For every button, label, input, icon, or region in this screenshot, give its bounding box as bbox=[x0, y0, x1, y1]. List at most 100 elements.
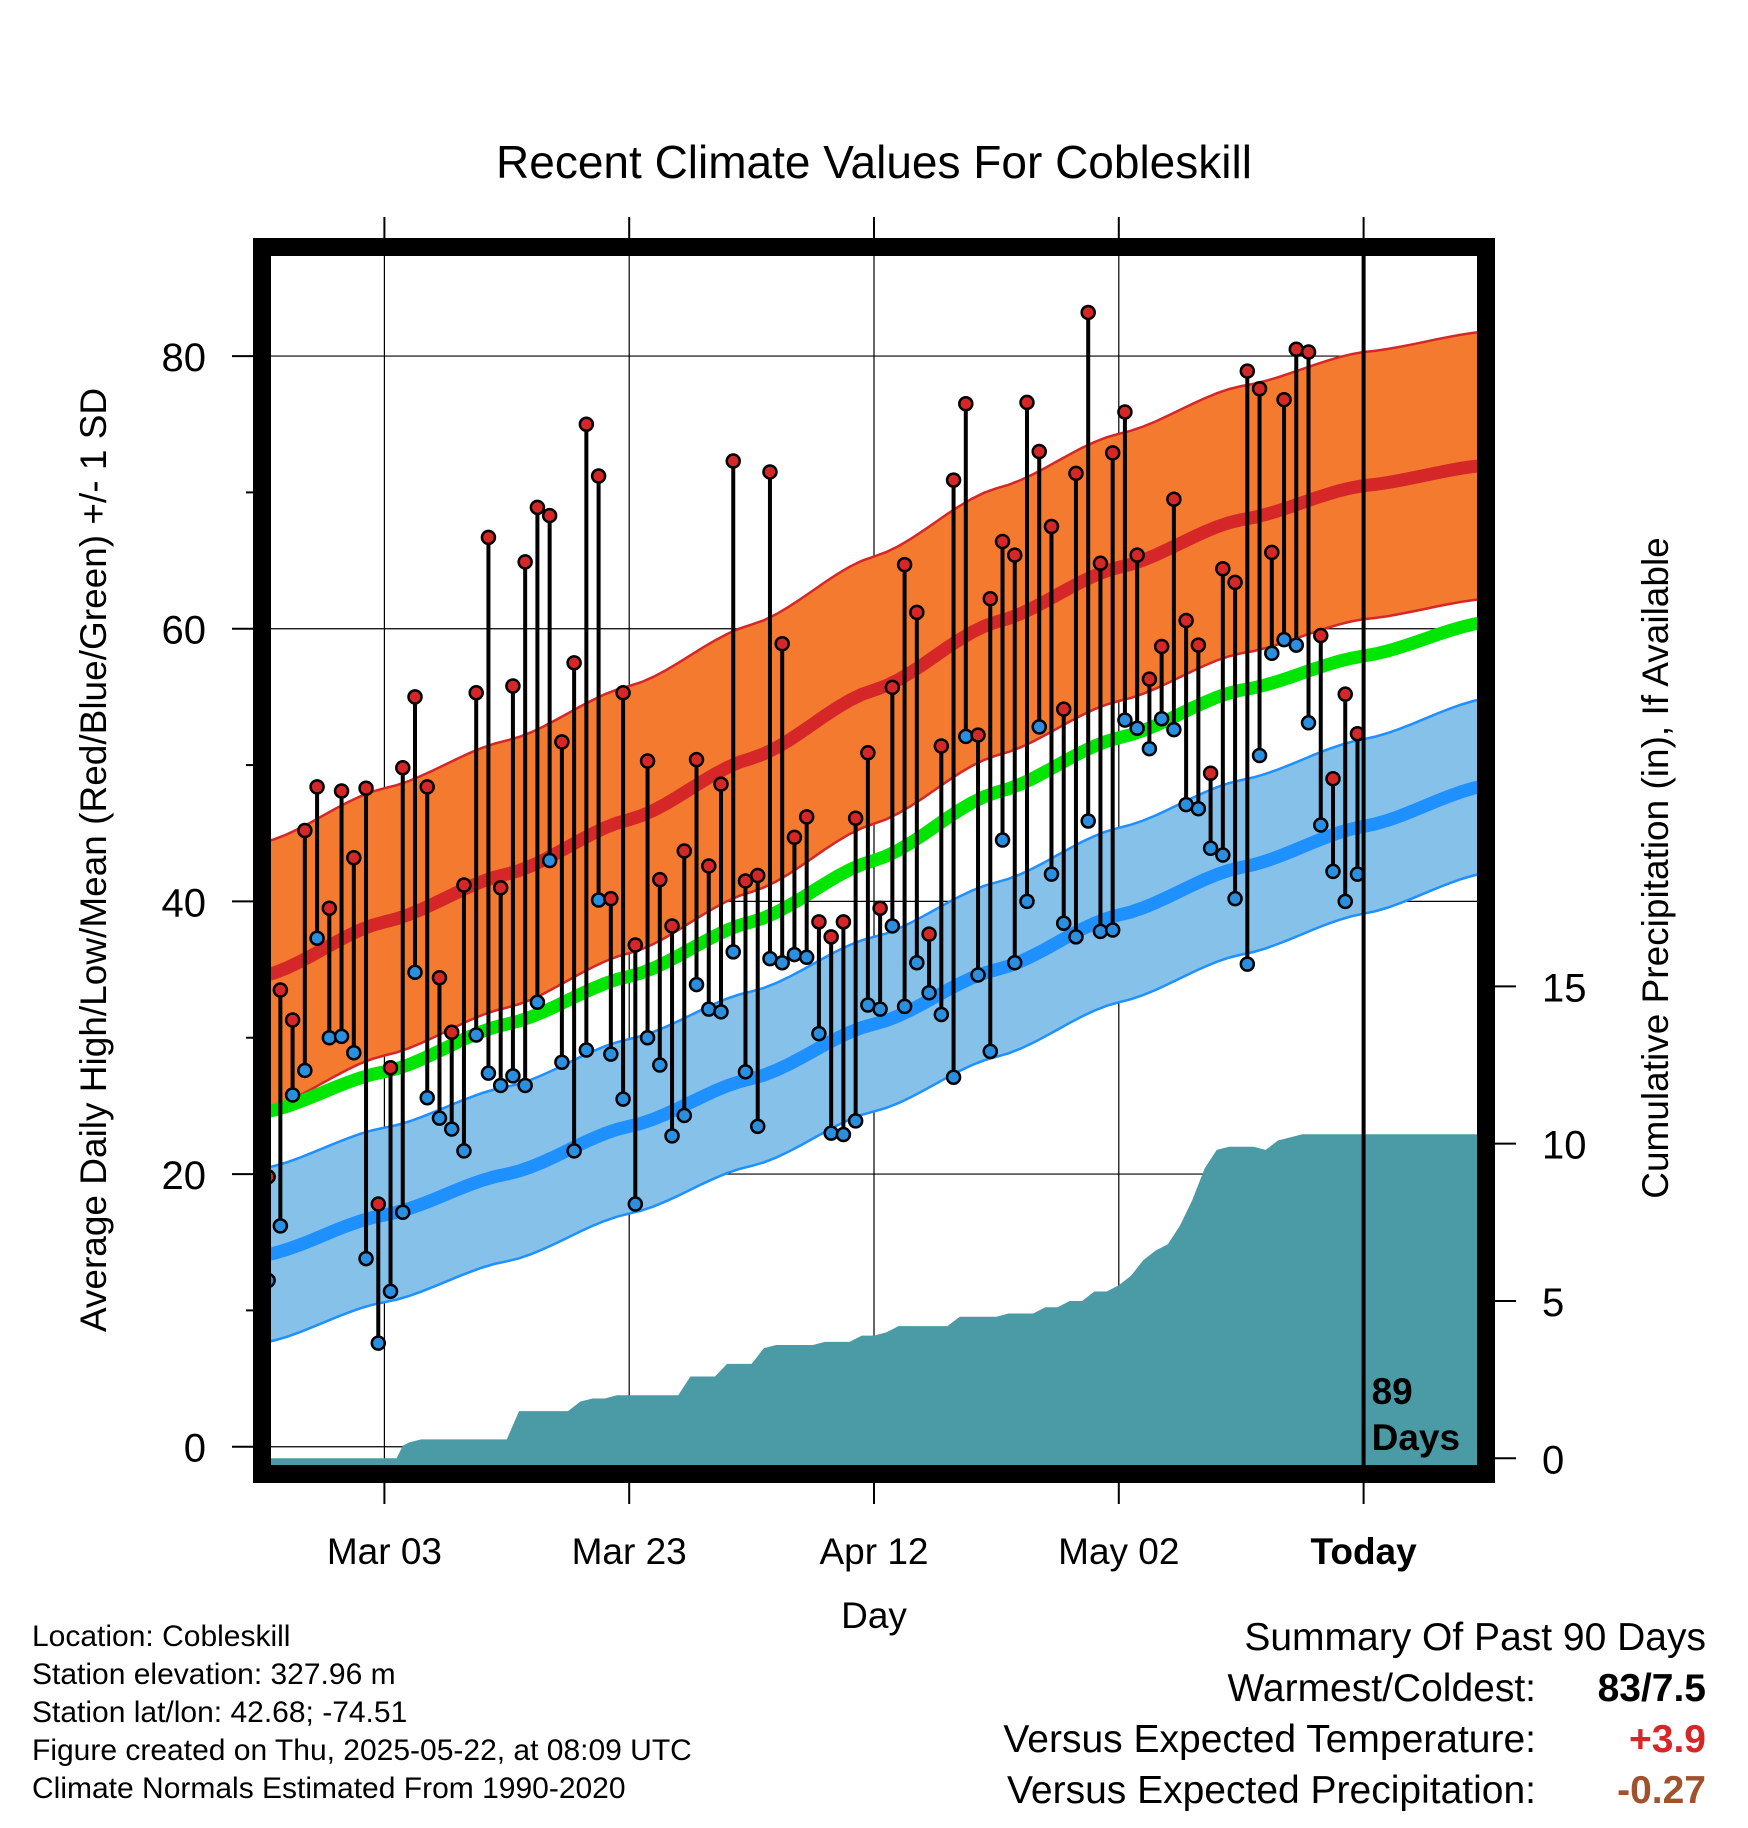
daily-low-point bbox=[811, 1025, 827, 1042]
daily-high-point bbox=[970, 727, 986, 743]
daily-high-point bbox=[1068, 465, 1084, 482]
temp-label: Versus Expected Temperature: bbox=[1003, 1718, 1536, 1761]
daily-high-point bbox=[358, 780, 374, 796]
daily-low-point bbox=[1190, 800, 1207, 817]
daily-high-point bbox=[737, 873, 754, 889]
daily-low-point bbox=[615, 1091, 631, 1107]
daily-low-point bbox=[921, 984, 937, 1001]
daily-low-point bbox=[713, 1004, 729, 1020]
daily-low-point bbox=[297, 1062, 313, 1079]
daily-high-point bbox=[652, 871, 668, 888]
high-normal-band bbox=[262, 331, 1486, 1110]
daily-high-point bbox=[1129, 547, 1145, 563]
daily-low-point bbox=[1019, 893, 1035, 910]
latlon-text: Station lat/lon: 42.68; -74.51 bbox=[32, 1696, 408, 1729]
warm-cold-row: Warmest/Coldest: 83/7.5 bbox=[1003, 1663, 1706, 1714]
daily-high-point bbox=[603, 890, 619, 907]
daily-high-point bbox=[701, 858, 717, 874]
daily-high-point bbox=[823, 929, 839, 945]
daily-high-point bbox=[443, 1024, 460, 1041]
daily-high-point bbox=[492, 880, 509, 896]
low-band-upper-edge bbox=[262, 697, 1486, 1170]
daily-high-point bbox=[1178, 612, 1194, 629]
y2-tick-label: 0 bbox=[1542, 1438, 1564, 1482]
daily-high-point bbox=[578, 416, 595, 432]
daily-high-point bbox=[1313, 627, 1329, 644]
daily-low-point bbox=[358, 1250, 374, 1267]
low-band-lower-edge bbox=[262, 871, 1486, 1345]
daily-low-point bbox=[1264, 645, 1280, 662]
daily-high-point bbox=[529, 499, 546, 516]
daily-range-stems bbox=[266, 312, 1360, 1344]
daily-low-point bbox=[541, 852, 558, 869]
daily-low-point bbox=[1239, 956, 1256, 972]
daily-low-point bbox=[1117, 712, 1133, 728]
daily-low-point bbox=[1092, 923, 1109, 940]
warm-cold-value: 83/7.5 bbox=[1597, 1667, 1706, 1710]
daily-low-point bbox=[1068, 929, 1084, 945]
temp-value: +3.9 bbox=[1629, 1718, 1706, 1761]
daily-low-point bbox=[835, 1126, 852, 1143]
daily-low-point bbox=[627, 1196, 644, 1212]
daily-high-point bbox=[456, 877, 472, 893]
chart-title: Recent Climate Values For Cobleskill bbox=[496, 136, 1252, 188]
daily-high-point bbox=[713, 776, 729, 792]
daily-high-point bbox=[762, 464, 778, 480]
daily-high-point bbox=[272, 982, 289, 998]
daily-high-point bbox=[480, 529, 497, 546]
daily-low-point bbox=[1166, 721, 1182, 738]
daily-low-point bbox=[1337, 893, 1353, 910]
today-days-number: 89 bbox=[1372, 1371, 1413, 1412]
daily-high-point bbox=[1227, 574, 1243, 591]
daily-low-point bbox=[676, 1107, 693, 1124]
daily-low-point bbox=[1288, 637, 1305, 653]
daily-low-point bbox=[1227, 890, 1243, 907]
daily-low-point bbox=[774, 955, 790, 971]
daily-high-point bbox=[517, 554, 533, 570]
daily-low-point bbox=[884, 918, 901, 934]
daily-high-point bbox=[1019, 394, 1035, 411]
daily-high-point bbox=[1202, 765, 1219, 781]
y-tick-label: 80 bbox=[162, 336, 207, 380]
daily-high-point bbox=[554, 734, 570, 750]
axes: 0 20 40 60 80 Mar 03 Mar 23 Apr 12 May 02 Today 0 5… bbox=[162, 217, 1587, 1572]
daily-points bbox=[262, 304, 1366, 1351]
daily-high-point bbox=[541, 507, 558, 524]
daily-low-point bbox=[1129, 720, 1145, 737]
normal-bands bbox=[262, 330, 1486, 1345]
y2-tick-label: 5 bbox=[1542, 1281, 1564, 1325]
daily-high-point bbox=[1031, 443, 1047, 460]
daily-high-point bbox=[370, 1196, 387, 1212]
daily-low-point bbox=[309, 930, 325, 946]
daily-high-point bbox=[468, 685, 484, 701]
daily-high-point bbox=[419, 779, 435, 795]
daily-high-point bbox=[590, 468, 607, 484]
summary-heading: Summary Of Past 90 Days bbox=[1244, 1616, 1706, 1659]
daily-high-point bbox=[1300, 344, 1317, 360]
plot-frame bbox=[253, 238, 1495, 1483]
daily-low-point bbox=[688, 976, 705, 993]
daily-high-point bbox=[896, 556, 913, 573]
daily-low-point bbox=[590, 892, 607, 908]
daily-high-point bbox=[1239, 363, 1256, 379]
precip-row: Versus Expected Precipitation: -0.27 bbox=[1003, 1765, 1706, 1816]
daily-low-point bbox=[1300, 715, 1317, 731]
mean-normal-line bbox=[262, 615, 1486, 1120]
daily-low-point bbox=[1153, 710, 1170, 727]
daily-high-point bbox=[333, 783, 350, 799]
daily-high-point bbox=[284, 1012, 301, 1028]
elevation-text: Station elevation: 327.96 m bbox=[32, 1658, 396, 1691]
daily-low-point bbox=[272, 1218, 289, 1234]
daily-low-point bbox=[823, 1125, 839, 1141]
daily-high-point bbox=[798, 809, 815, 825]
daily-low-point bbox=[1104, 922, 1121, 938]
daily-high-point bbox=[725, 453, 741, 469]
daily-low-point bbox=[1031, 719, 1047, 735]
daily-high-point bbox=[321, 900, 338, 916]
daily-high-point bbox=[1043, 518, 1060, 535]
warm-cold-label: Warmest/Coldest: bbox=[1227, 1667, 1536, 1710]
daily-low-point bbox=[1055, 915, 1072, 931]
daily-low-point bbox=[701, 1001, 717, 1017]
daily-high-point bbox=[835, 914, 852, 930]
x-tick-label: Mar 03 bbox=[327, 1531, 442, 1572]
